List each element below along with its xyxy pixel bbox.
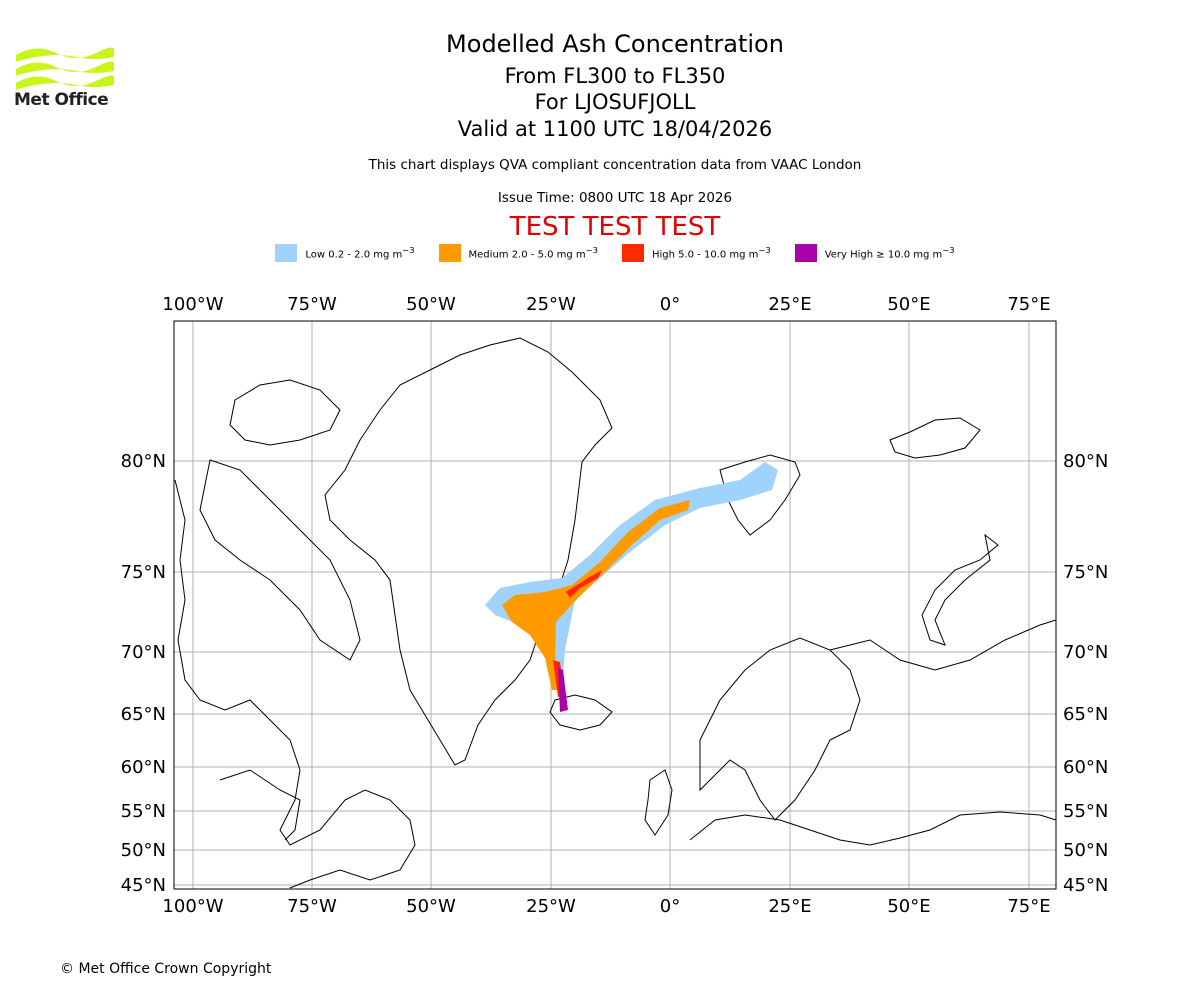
met-office-logo-icon (15, 47, 114, 91)
subtitle-levels: From FL300 to FL350 (504, 64, 726, 88)
lat-tick-label-left: 50°N (121, 840, 166, 861)
lon-tick-label-top: 25°E (768, 294, 811, 315)
subtitle-source: For LJOSUFJOLL (534, 90, 696, 114)
coast-north-america (174, 479, 416, 889)
map-grid (174, 321, 1056, 889)
coast-iceland (549, 694, 613, 731)
legend-swatch-high (621, 244, 644, 262)
lon-tick-label-top: 100°W (162, 294, 223, 315)
lat-tick-label-right: 60°N (1063, 757, 1108, 778)
legend-item-low: Low 0.2 - 2.0 mg m−3 (275, 244, 415, 262)
lon-tick-label-bottom: 25°W (526, 896, 576, 917)
lat-tick-label-right: 45°N (1063, 875, 1108, 896)
coast-scandinavia (699, 637, 861, 821)
legend-label-very-high: Very High ≥ 10.0 mg m−3 (824, 245, 955, 261)
coast-svalbard (719, 454, 801, 536)
brand-name: Met Office (14, 90, 109, 110)
legend-label-low: Low 0.2 - 2.0 mg m−3 (305, 245, 415, 261)
lat-tick-label-left: 70°N (121, 642, 166, 663)
legend-label-medium: Medium 2.0 - 5.0 mg m−3 (468, 245, 598, 261)
lat-tick-label-left: 80°N (121, 451, 166, 472)
lon-tick-label-top: 75°W (287, 294, 337, 315)
ash-region-very-high (558, 668, 568, 712)
lon-tick-label-top: 50°W (406, 294, 456, 315)
chart-description: This chart displays QVA compliant concen… (368, 157, 862, 173)
subtitle-valid: Valid at 1100 UTC 18/04/2026 (457, 117, 773, 141)
map-frame (173, 320, 1057, 890)
lat-tick-label-right: 70°N (1063, 642, 1108, 663)
lon-tick-label-bottom: 75°E (1007, 896, 1050, 917)
ash-region-high (553, 570, 602, 697)
lon-tick-label-bottom: 50°E (887, 896, 930, 917)
lat-tick-label-right: 50°N (1063, 840, 1108, 861)
map-tick-labels: 100°W 100°W 75°W 75°W 50°W 50°W 25°W 25°W 0° 0° 25… (121, 294, 1109, 917)
lon-tick-label-top: 25°W (526, 294, 576, 315)
legend-item-very-high: Very High ≥ 10.0 mg m−3 (794, 244, 955, 262)
copyright-notice: © Met Office Crown Copyright (60, 961, 272, 977)
lon-tick-label-top: 75°E (1007, 294, 1050, 315)
lat-tick-label-right: 65°N (1063, 704, 1108, 725)
lon-tick-label-top: 0° (660, 294, 680, 315)
lon-tick-label-bottom: 50°W (406, 896, 456, 917)
legend-item-medium: Medium 2.0 - 5.0 mg m−3 (438, 244, 598, 262)
coast-russia-north (829, 619, 1057, 671)
lat-tick-label-right: 55°N (1063, 801, 1108, 822)
lon-tick-label-bottom: 75°W (287, 896, 337, 917)
chart-title: Modelled Ash Concentration (446, 30, 784, 58)
legend-label-high: High 5.0 - 10.0 mg m−3 (651, 245, 771, 261)
coastlines (174, 337, 1057, 889)
legend-swatch-low (275, 244, 298, 262)
legend-swatch-very-high (794, 244, 817, 262)
legend-item-high: High 5.0 - 10.0 mg m−3 (621, 244, 771, 262)
coast-baffin-region (199, 459, 361, 661)
lat-tick-label-left: 65°N (121, 704, 166, 725)
lat-tick-label-left: 60°N (121, 757, 166, 778)
coast-europe-south (689, 811, 1057, 846)
lat-tick-label-left: 75°N (121, 562, 166, 583)
test-banner: TEST TEST TEST (509, 212, 721, 242)
coast-hudson-bay (219, 769, 301, 841)
lon-tick-label-bottom: 0° (660, 896, 680, 917)
lat-tick-label-right: 80°N (1063, 451, 1108, 472)
legend: Low 0.2 - 2.0 mg m−3 Medium 2.0 - 5.0 mg… (0, 244, 1200, 262)
lon-tick-label-bottom: 25°E (768, 896, 811, 917)
coast-franz-josef (889, 417, 981, 459)
legend-swatch-medium (438, 244, 461, 262)
lat-tick-label-left: 55°N (121, 801, 166, 822)
coast-greenland (324, 337, 613, 766)
issue-time: Issue Time: 0800 UTC 18 Apr 2026 (497, 190, 733, 206)
coast-novaya-zemlya (921, 533, 999, 646)
lon-tick-label-bottom: 100°W (162, 896, 223, 917)
coast-british-isles (644, 769, 673, 836)
ash-region-low (485, 462, 778, 690)
lat-tick-label-left: 45°N (121, 875, 166, 896)
lat-tick-label-right: 75°N (1063, 562, 1108, 583)
coast-ellesmere (229, 379, 341, 446)
ash-region-medium (502, 500, 690, 690)
lon-tick-label-top: 50°E (887, 294, 930, 315)
